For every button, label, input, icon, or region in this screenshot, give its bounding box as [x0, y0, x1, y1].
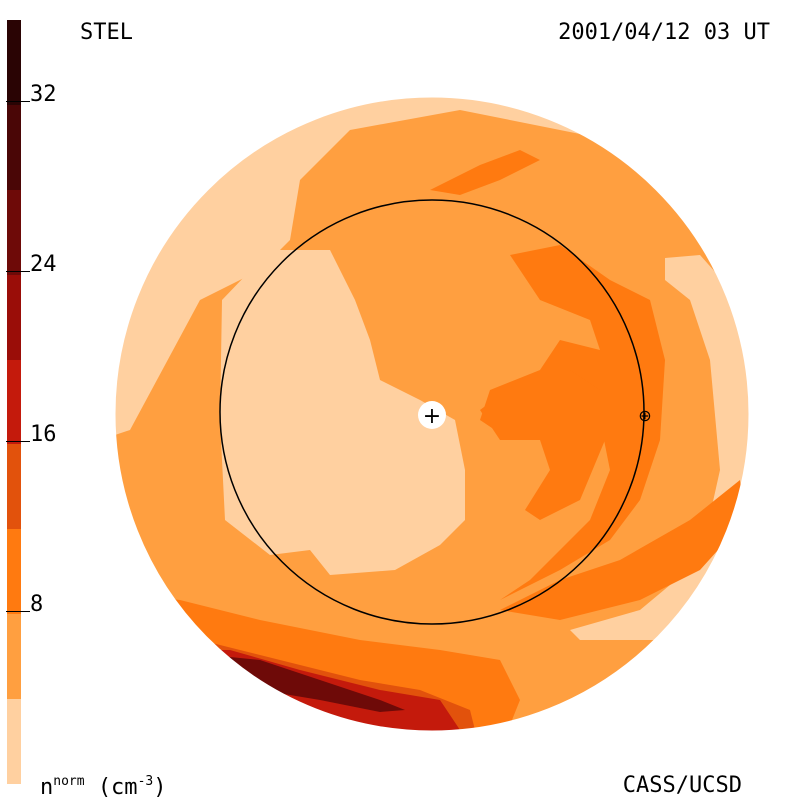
disk-outline	[114, 96, 750, 732]
colorbar-tick-32	[6, 101, 30, 102]
density-level-max-band	[210, 655, 405, 712]
colorbar-segment	[7, 529, 21, 615]
colorbar-segment	[7, 189, 21, 275]
colorbar-segment	[7, 444, 21, 530]
earth-icon: ⊕	[638, 406, 651, 425]
density-level-low-center	[220, 250, 465, 575]
colorbar-label-8: 8	[30, 592, 44, 617]
colorbar-segment	[7, 359, 21, 445]
density-level-high-core	[480, 370, 605, 520]
colorbar-tick-8	[6, 611, 30, 612]
sun-marker	[418, 401, 446, 429]
colorbar-segment	[7, 274, 21, 360]
datetime-label: 2001/04/12 03 UT	[558, 20, 770, 45]
colorbar-segment	[7, 699, 21, 784]
unit-label: nnorm (cm-3)	[40, 774, 167, 800]
colorbar-segment	[7, 104, 21, 190]
earth-orbit	[219, 199, 645, 625]
colorbar-segment	[7, 20, 21, 105]
credit-label: CASS/UCSD	[622, 773, 742, 798]
colorbar-tick-16	[6, 441, 30, 442]
density-level-low-upper	[115, 97, 610, 440]
density-level-high-top	[430, 150, 540, 195]
density-level-high-band-right	[500, 480, 745, 620]
colorbar-segment	[7, 614, 21, 699]
observatory-label: STEL	[80, 20, 133, 45]
colorbar	[7, 20, 21, 784]
colorbar-label-16: 16	[30, 422, 57, 447]
colorbar-label-32: 32	[30, 82, 57, 107]
colorbar-label-24: 24	[30, 252, 57, 277]
sun-plus-icon: +	[423, 404, 441, 429]
colorbar-tick-24	[6, 271, 30, 272]
